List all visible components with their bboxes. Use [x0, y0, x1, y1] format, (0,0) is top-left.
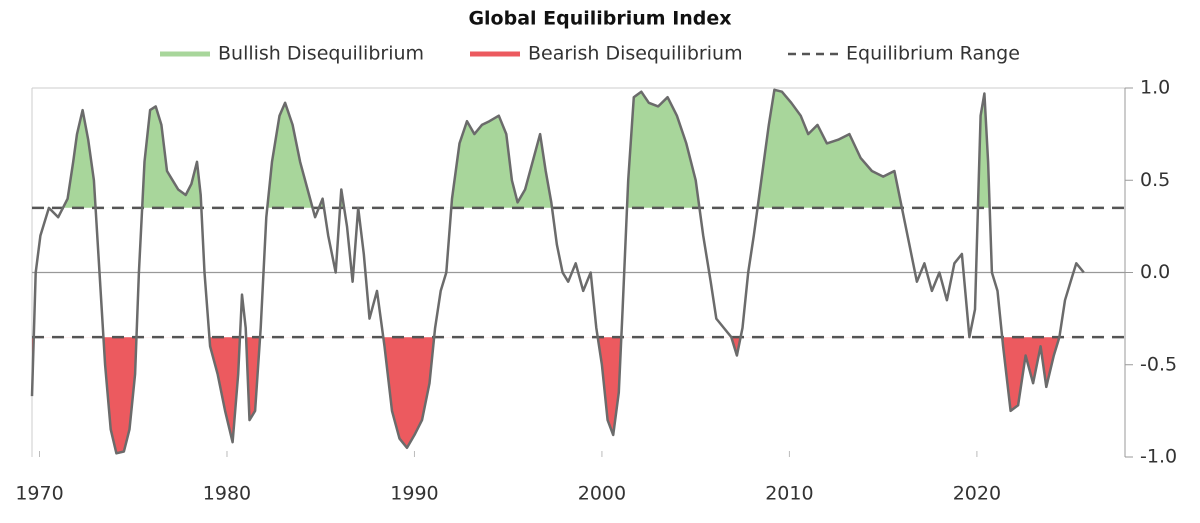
legend: Bullish Disequilibrium Bearish Disequili…: [160, 43, 1020, 65]
y-tick-label: -0.5: [1140, 353, 1177, 375]
legend-label: Bearish Disequilibrium: [528, 43, 743, 65]
bullish-area: [32, 89, 1084, 208]
index-line: [30, 88, 1085, 455]
x-tick-label: 1990: [390, 483, 438, 505]
legend-label: Equilibrium Range: [846, 43, 1020, 65]
y-tick-label: 0.5: [1140, 169, 1170, 191]
y-tick-label: 0.0: [1140, 261, 1170, 283]
bearish-area: [32, 337, 1060, 454]
y-tick-label: 1.0: [1140, 77, 1170, 99]
x-tick-label: 2020: [953, 483, 1001, 505]
y-tick-label: -1.0: [1140, 446, 1177, 468]
legend-label: Bullish Disequilibrium: [218, 43, 424, 65]
x-tick-label: 2000: [578, 483, 626, 505]
x-tick-label: 2010: [765, 483, 813, 505]
x-tick-label: 1980: [203, 483, 251, 505]
chart-title: Global Equilibrium Index: [468, 8, 731, 30]
x-tick-label: 1970: [15, 483, 63, 505]
